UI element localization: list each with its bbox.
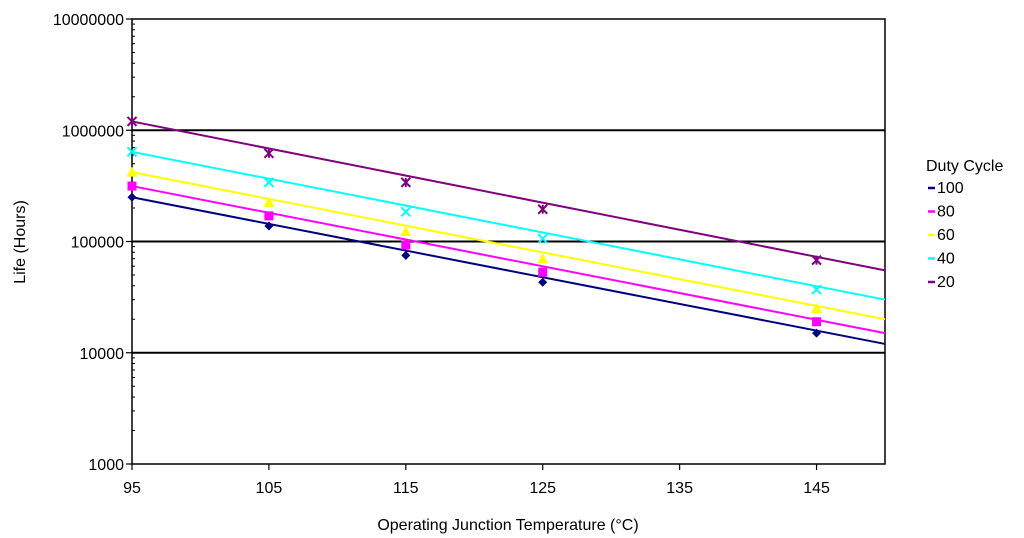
y-axis-title: Life (Hours) [12,200,29,284]
x-tick-label: 125 [529,480,556,497]
x-tick-label: 145 [803,480,830,497]
data-point [263,196,275,207]
data-point [126,116,138,127]
data-point [538,277,548,287]
data-point [401,250,411,260]
legend: Duty Cycle 100 80 60 40 20 [926,158,1003,291]
legend-item-100: 100 [928,180,964,197]
x-axis-title: Operating Junction Temperature (°C) [377,517,638,534]
series-layer [126,116,886,345]
y-tick-label: 100000 [71,235,124,252]
data-point [537,253,549,264]
data-point [400,225,412,236]
legend-item-40: 40 [928,251,955,268]
x-tick-label: 135 [666,480,693,497]
data-point [264,211,274,221]
data-point [811,284,822,295]
data-point [811,254,822,266]
series-100 [127,192,886,345]
data-point [127,181,137,191]
y-tick-label: 10000 [80,346,125,363]
series-80 [127,181,886,335]
x-tick-label: 105 [256,480,283,497]
series-line [131,120,886,272]
legend-items: 100 80 60 40 20 [928,180,964,291]
legend-item-20: 20 [928,274,955,291]
data-point [263,148,275,159]
x-tick-label: 115 [393,480,419,497]
y-tick-label: 1000000 [62,123,124,140]
data-point [812,328,822,338]
y-tick-label: 1000 [88,457,124,474]
data-point [126,146,138,158]
legend-title: Duty Cycle [926,158,1003,175]
series-20 [126,116,886,272]
legend-item-60: 60 [928,227,955,244]
data-point [126,166,138,177]
x-tick-label: 95 [123,480,141,497]
legend-label: 100 [937,180,964,197]
data-point [401,240,411,250]
legend-label: 40 [937,251,955,268]
series-line [131,196,886,345]
data-point [812,317,822,327]
data-point [400,206,412,217]
legend-label: 80 [937,204,955,221]
legend-label: 20 [937,274,955,291]
series-60 [126,166,886,321]
data-point [264,221,274,231]
x-axis-ticks: 95 105 115 125 135 145 [123,464,830,497]
y-axis-ticks: 1000 10000 100000 1000000 10000000 [53,12,135,474]
series-line [131,171,886,321]
data-point [537,204,548,215]
data-point [263,177,275,188]
data-point [400,177,412,188]
y-tick-label: 10000000 [53,12,124,29]
data-point [811,302,823,313]
gridlines [132,129,885,354]
data-point [538,267,548,277]
data-point [127,192,137,202]
series-line [131,150,886,301]
legend-label: 60 [937,227,955,244]
legend-item-80: 80 [928,204,955,221]
data-point [537,233,548,244]
series-line [131,185,886,335]
series-40 [126,146,886,301]
